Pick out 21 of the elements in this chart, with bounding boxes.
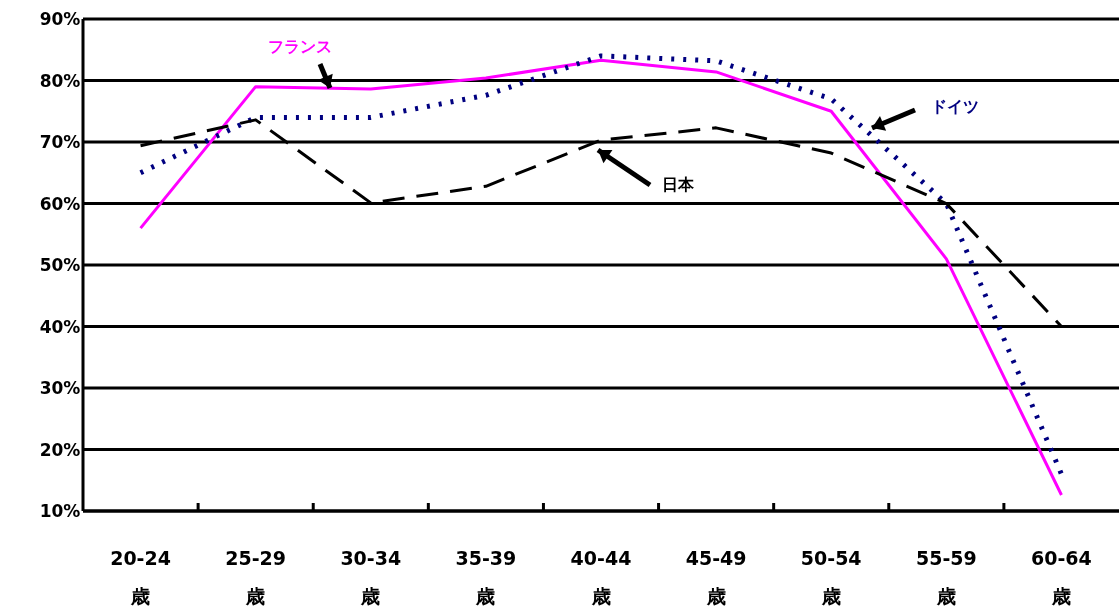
series-label: フランス (268, 37, 332, 56)
y-tick-label: 10% (39, 501, 81, 521)
y-tick-label: 70% (39, 132, 81, 152)
x-tick-label: 50-54 歳 (800, 547, 862, 607)
text: ドイツ (931, 97, 979, 116)
x-tick-label: 35-39 歳 (455, 547, 517, 607)
y-tick-label: 80% (39, 70, 81, 91)
x-tick-label: 45-49 歳 (685, 547, 747, 607)
text: 日本 (662, 175, 695, 194)
x-tick-label: 20-24 歳 (110, 547, 171, 607)
x-tick-label: 30-34 歳 (340, 547, 402, 607)
x-tick-label: 60-64 歳 (1031, 547, 1092, 607)
x-tick-label: 25-29 歳 (225, 547, 287, 607)
y-tick-label: 40% (39, 316, 81, 337)
y-tick-label: 30% (39, 378, 81, 398)
y-tick-label: 20% (39, 439, 81, 460)
x-tick-label: 40-44 歳 (570, 547, 632, 607)
x-tick-label: 55-59 歳 (915, 547, 977, 607)
y-tick-label: 50% (39, 255, 81, 275)
y-tick-label: 60% (39, 193, 81, 214)
y-tick-label: 90% (39, 9, 81, 29)
